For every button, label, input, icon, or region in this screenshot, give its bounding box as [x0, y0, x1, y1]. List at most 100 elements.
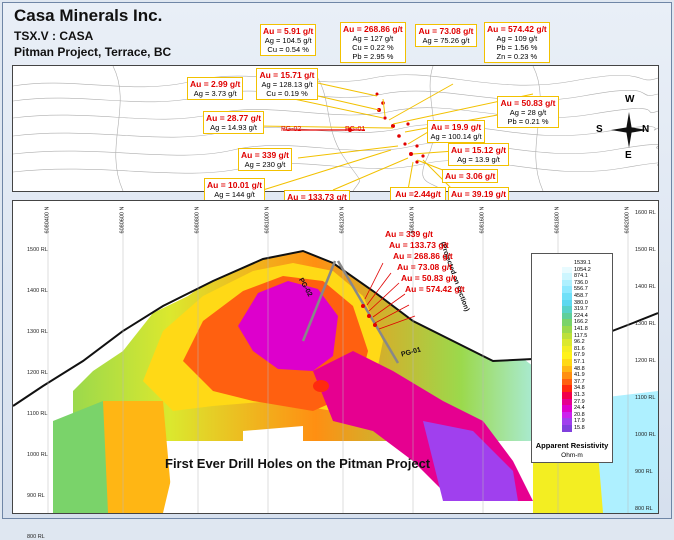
legend-swatch: [562, 312, 572, 320]
section-assay-label: Au = 339 g/t: [385, 229, 433, 239]
assay-callout: Au = 574.42 g/t Ag = 109 g/t Pb = 1.56 % Zn…: [484, 22, 550, 63]
gold-grade: Au = 2.99 g/t: [190, 79, 241, 89]
legend-value: 96.2: [574, 339, 585, 346]
assay-callout: Au = 339 g/t Ag = 230 g/t: [238, 148, 292, 171]
assay-line: Ag = 230 g/t: [244, 160, 286, 169]
rl-label-left: 1500 RL: [27, 247, 48, 253]
gold-grade: Au = 268.86 g/t: [343, 24, 403, 34]
assay-line: Pb = 2.95 %: [352, 52, 394, 61]
legend-value: 34.8: [574, 385, 585, 392]
legend-swatch: [562, 372, 572, 379]
legend-value: 1539.1: [574, 260, 591, 266]
assay-line: Cu = 0.19 %: [266, 89, 308, 98]
legend-value: 224.4: [574, 312, 588, 319]
assay-line: Ag = 127 g/t: [352, 34, 394, 43]
rl-label-left: 1300 RL: [27, 329, 48, 335]
plan-topography: [13, 66, 658, 191]
legend-value: 117.5: [574, 332, 588, 339]
hole-label-pg01: PG-01: [345, 126, 366, 133]
legend-swatch: [562, 339, 572, 346]
legend-swatch: [562, 365, 572, 373]
legend-swatch: [562, 405, 572, 412]
legend-swatch: [562, 378, 572, 386]
assay-callout: Au = 15.12 g/t Ag = 13.9 g/t: [448, 143, 510, 166]
assay-callout: Au = 28.77 g/t Ag = 14.93 g/t: [203, 111, 265, 134]
northing-label: 6081600 N: [479, 206, 486, 234]
legend-value: 37.7: [574, 378, 585, 385]
northing-label: 6080800 N: [194, 206, 201, 234]
northing-label: 6081200 N: [339, 206, 346, 234]
gold-grade: Au = 3.06 g/t: [445, 171, 496, 181]
rl-label-left: 1000 RL: [27, 452, 48, 458]
legend-value: 31.3: [574, 392, 585, 398]
legend-swatch: [562, 286, 572, 293]
legend-swatch: [562, 273, 572, 280]
legend-value: 81.6: [574, 345, 585, 352]
rl-label-left: 1100 RL: [27, 411, 48, 417]
legend-swatch: [562, 319, 572, 326]
legend-value: 141.8: [574, 326, 588, 332]
assay-line: Ag = 3.73 g/t: [193, 89, 237, 98]
gold-grade: Au = 133.73 g/t: [287, 192, 347, 202]
gold-grade: Au = 15.71 g/t: [259, 70, 315, 80]
assay-callout: Au = 268.86 g/t Ag = 127 g/t Cu = 0.22 % Pb…: [340, 22, 406, 63]
legend-title: Apparent Resistivity: [535, 441, 609, 450]
assay-line: Ag = 14.93 g/t: [210, 123, 257, 132]
legend-swatch: [562, 352, 572, 359]
legend-swatch: [562, 299, 572, 307]
legend-swatch: [562, 293, 572, 300]
legend-value: 319.7: [574, 306, 588, 313]
assay-line: Cu = 0.54 %: [267, 45, 309, 54]
gold-grade: Au = 339 g/t: [241, 150, 289, 160]
resistivity-section: [13, 201, 658, 513]
legend-unit: Ohm-m: [561, 452, 583, 459]
legend-value: 380.0: [574, 299, 588, 306]
legend-value: 1054.2: [574, 266, 591, 273]
rl-label-right: 1400 RL: [635, 284, 656, 290]
plan-map: PG-02 PG-01 N S E W: [12, 65, 659, 192]
legend-swatch: [562, 411, 572, 419]
legend-value: 20.8: [574, 411, 585, 418]
assay-line: Zn = 0.23 %: [496, 52, 538, 61]
rl-label-left: 1200 RL: [27, 370, 48, 376]
northing-label: 6081000 N: [264, 206, 271, 234]
rl-label-right: 1000 RL: [635, 432, 656, 438]
legend-swatch: [562, 260, 572, 267]
northing-label: 6080600 N: [119, 206, 126, 234]
rl-label-right: 1500 RL: [635, 247, 656, 253]
legend-swatch: [562, 425, 572, 432]
legend-swatch: [562, 326, 572, 333]
northing-label: 6081800 N: [554, 206, 561, 234]
legend-value: 17.9: [574, 418, 585, 425]
gold-grade: Au = 28.77 g/t: [206, 113, 262, 123]
rl-label-right: 800 RL: [635, 506, 653, 512]
ticker-symbol: TSX.V : CASA: [14, 29, 94, 43]
assay-line: Pb = 1.56 %: [496, 43, 538, 52]
assay-line: Cu = 0.22 %: [352, 43, 394, 52]
northing-label: 6082000 N: [624, 206, 631, 234]
legend-value: 57.1: [574, 359, 585, 365]
gold-grade: Au =2.44g/t: [395, 189, 441, 199]
legend-swatch: [562, 345, 572, 353]
legend-swatch: [562, 418, 572, 425]
assay-callout: Au = 2.99 g/t Ag = 3.73 g/t: [187, 77, 244, 100]
assay-callout: Au = 50.83 g/t Ag = 28 g/t Pb = 0.21 %: [497, 96, 559, 128]
northing-label: 6080400 N: [44, 206, 51, 234]
gold-grade: Au = 50.83 g/t: [500, 98, 556, 108]
legend-swatch: [562, 279, 572, 287]
legend-value: 24.4: [574, 405, 585, 412]
legend-value: 736.0: [574, 279, 588, 286]
section-assay-label: Au = 50.83 g/t: [401, 273, 457, 283]
legend-swatch: [562, 398, 572, 406]
legend-value: 27.9: [574, 398, 585, 405]
legend-swatch: [562, 306, 572, 313]
assay-line: Ag = 128.13 g/t: [261, 80, 313, 89]
legend-swatch: [562, 332, 572, 340]
section-assay-label: Au = 268.86 g/t: [393, 251, 453, 261]
legend-swatch: [562, 385, 572, 392]
section-caption: First Ever Drill Holes on the Pitman Pro…: [165, 456, 431, 471]
assay-line: Ag = 100.14 g/t: [430, 132, 482, 141]
legend-value: 67.9: [574, 352, 585, 359]
section-assay-label: Au = 73.08 g/t: [397, 262, 453, 272]
rl-label-right: 1100 RL: [635, 395, 656, 401]
